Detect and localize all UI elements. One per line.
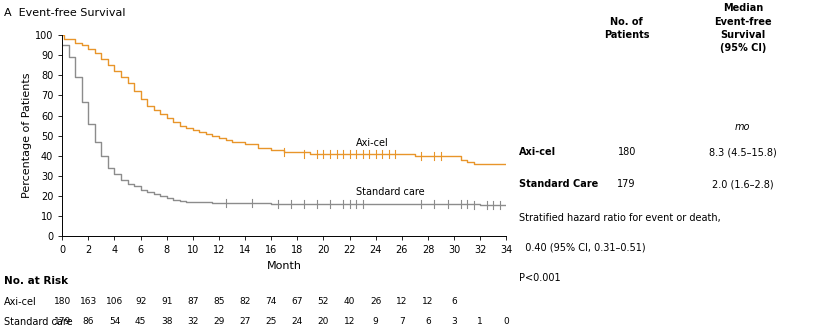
Text: Axi-cel: Axi-cel bbox=[356, 138, 389, 148]
Text: 8.3 (4.5–15.8): 8.3 (4.5–15.8) bbox=[709, 147, 777, 157]
Text: 38: 38 bbox=[161, 317, 173, 326]
Text: 9: 9 bbox=[373, 317, 378, 326]
Text: mo: mo bbox=[735, 122, 750, 132]
Text: 179: 179 bbox=[54, 317, 71, 326]
Text: A  Event-free Survival: A Event-free Survival bbox=[4, 8, 125, 18]
Text: No. at Risk: No. at Risk bbox=[4, 276, 68, 286]
Text: 163: 163 bbox=[80, 297, 97, 307]
Text: 92: 92 bbox=[135, 297, 146, 307]
Text: 1: 1 bbox=[477, 317, 483, 326]
Text: Standard care: Standard care bbox=[356, 187, 425, 197]
Text: 179: 179 bbox=[618, 179, 636, 189]
Y-axis label: Percentage of Patients: Percentage of Patients bbox=[22, 73, 32, 198]
Text: 2.0 (1.6–2.8): 2.0 (1.6–2.8) bbox=[712, 179, 774, 189]
Text: Stratified hazard ratio for event or death,: Stratified hazard ratio for event or dea… bbox=[519, 213, 720, 223]
Text: 180: 180 bbox=[54, 297, 71, 307]
Text: P<0.001: P<0.001 bbox=[519, 273, 560, 283]
Text: 85: 85 bbox=[213, 297, 225, 307]
Text: Axi-cel: Axi-cel bbox=[4, 297, 37, 308]
Text: 7: 7 bbox=[399, 317, 405, 326]
Text: 180: 180 bbox=[618, 147, 636, 157]
Text: 86: 86 bbox=[83, 317, 94, 326]
Text: 3: 3 bbox=[452, 317, 457, 326]
Text: 0: 0 bbox=[504, 317, 509, 326]
Text: 12: 12 bbox=[422, 297, 433, 307]
Text: 20: 20 bbox=[318, 317, 330, 326]
Text: 74: 74 bbox=[266, 297, 277, 307]
Text: 52: 52 bbox=[318, 297, 330, 307]
Text: 67: 67 bbox=[291, 297, 303, 307]
Text: Standard Care: Standard Care bbox=[519, 179, 598, 189]
Text: 24: 24 bbox=[291, 317, 303, 326]
Text: 6: 6 bbox=[425, 317, 431, 326]
Text: 82: 82 bbox=[239, 297, 251, 307]
Text: 29: 29 bbox=[213, 317, 225, 326]
X-axis label: Month: Month bbox=[266, 261, 302, 271]
Text: 40: 40 bbox=[344, 297, 355, 307]
Text: 106: 106 bbox=[106, 297, 123, 307]
Text: 87: 87 bbox=[187, 297, 198, 307]
Text: 0.40 (95% CI, 0.31–0.51): 0.40 (95% CI, 0.31–0.51) bbox=[519, 243, 646, 253]
Text: 25: 25 bbox=[266, 317, 277, 326]
Text: Standard care: Standard care bbox=[4, 317, 73, 327]
Text: 54: 54 bbox=[109, 317, 120, 326]
Text: 45: 45 bbox=[135, 317, 146, 326]
Text: 26: 26 bbox=[370, 297, 381, 307]
Text: 91: 91 bbox=[161, 297, 173, 307]
Text: 12: 12 bbox=[344, 317, 355, 326]
Text: Median
Event-free
Survival
(95% CI): Median Event-free Survival (95% CI) bbox=[714, 3, 772, 53]
Text: 27: 27 bbox=[239, 317, 251, 326]
Text: No. of
Patients: No. of Patients bbox=[604, 17, 649, 40]
Text: 32: 32 bbox=[188, 317, 198, 326]
Text: 6: 6 bbox=[452, 297, 457, 307]
Text: Axi-cel: Axi-cel bbox=[519, 147, 556, 157]
Text: 12: 12 bbox=[396, 297, 408, 307]
